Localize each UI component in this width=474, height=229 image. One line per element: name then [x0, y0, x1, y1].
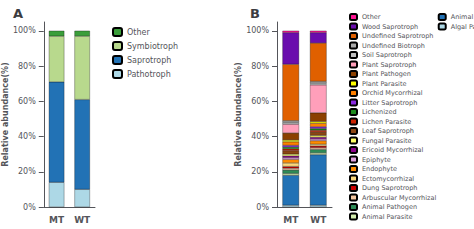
svg-text:Other: Other: [127, 28, 150, 37]
svg-text:0%: 0%: [256, 203, 269, 212]
svg-text:Animal Pathogen: Animal Pathogen: [362, 203, 417, 211]
svg-text:Pathotroph: Pathotroph: [127, 70, 171, 79]
svg-text:Relative abundance(%): Relative abundance(%): [1, 62, 10, 167]
svg-text:0%: 0%: [23, 203, 36, 212]
svg-text:40%: 40%: [18, 132, 36, 141]
svg-text:Undefined Biotroph: Undefined Biotroph: [362, 42, 425, 50]
svg-text:Symbiotroph: Symbiotroph: [127, 42, 178, 51]
svg-text:100%: 100%: [13, 26, 36, 35]
svg-text:Ericoid Mycorrhizal: Ericoid Mycorrhizal: [362, 146, 424, 154]
svg-text:A: A: [13, 6, 23, 21]
svg-text:60%: 60%: [18, 97, 36, 106]
svg-text:Soil Saprotroph: Soil Saprotroph: [362, 51, 412, 59]
svg-text:80%: 80%: [18, 62, 36, 71]
svg-text:Plant Parasite: Plant Parasite: [362, 80, 406, 88]
svg-text:Orchid Mycorrhizal: Orchid Mycorrhizal: [362, 89, 423, 97]
svg-text:60%: 60%: [251, 97, 269, 106]
svg-text:Epiphyte: Epiphyte: [362, 156, 391, 164]
svg-text:B: B: [250, 6, 260, 21]
svg-text:WT: WT: [74, 215, 91, 225]
svg-text:Ectomycorrhizal: Ectomycorrhizal: [362, 175, 414, 183]
svg-text:Other: Other: [362, 13, 381, 21]
svg-text:Algal Parasite: Algal Parasite: [451, 23, 474, 31]
svg-text:Leaf Saprotroph: Leaf Saprotroph: [362, 127, 414, 135]
svg-text:Animal Endosymbiont: Animal Endosymbiont: [451, 13, 474, 21]
svg-text:Endophyte: Endophyte: [362, 165, 397, 173]
svg-text:Relative abundance(%): Relative abundance(%): [234, 62, 243, 167]
svg-text:Plant Pathogen: Plant Pathogen: [362, 70, 411, 78]
svg-text:Litter Saprotroph: Litter Saprotroph: [362, 99, 417, 107]
svg-text:Wood Saprotroph: Wood Saprotroph: [362, 23, 418, 31]
svg-text:40%: 40%: [251, 132, 269, 141]
svg-text:Arbuscular Mycorrhizal: Arbuscular Mycorrhizal: [362, 194, 436, 202]
svg-text:Lichen Parasite: Lichen Parasite: [362, 118, 411, 126]
svg-text:20%: 20%: [251, 167, 269, 176]
svg-text:MT: MT: [283, 215, 299, 225]
svg-text:Saprotroph: Saprotroph: [127, 56, 171, 65]
svg-text:Animal Parasite: Animal Parasite: [362, 213, 413, 221]
svg-text:Dung Saprotroph: Dung Saprotroph: [362, 184, 417, 192]
svg-text:20%: 20%: [18, 167, 36, 176]
svg-text:MT: MT: [49, 215, 65, 225]
svg-text:WT: WT: [310, 215, 327, 225]
svg-text:80%: 80%: [251, 62, 269, 71]
svg-text:Fungal Parasite: Fungal Parasite: [362, 137, 412, 145]
svg-text:100%: 100%: [246, 26, 269, 35]
svg-text:Lichenized: Lichenized: [362, 108, 397, 116]
svg-text:Plant Saprotroph: Plant Saprotroph: [362, 61, 417, 69]
svg-text:Undefined Saprotroph: Undefined Saprotroph: [362, 32, 433, 40]
